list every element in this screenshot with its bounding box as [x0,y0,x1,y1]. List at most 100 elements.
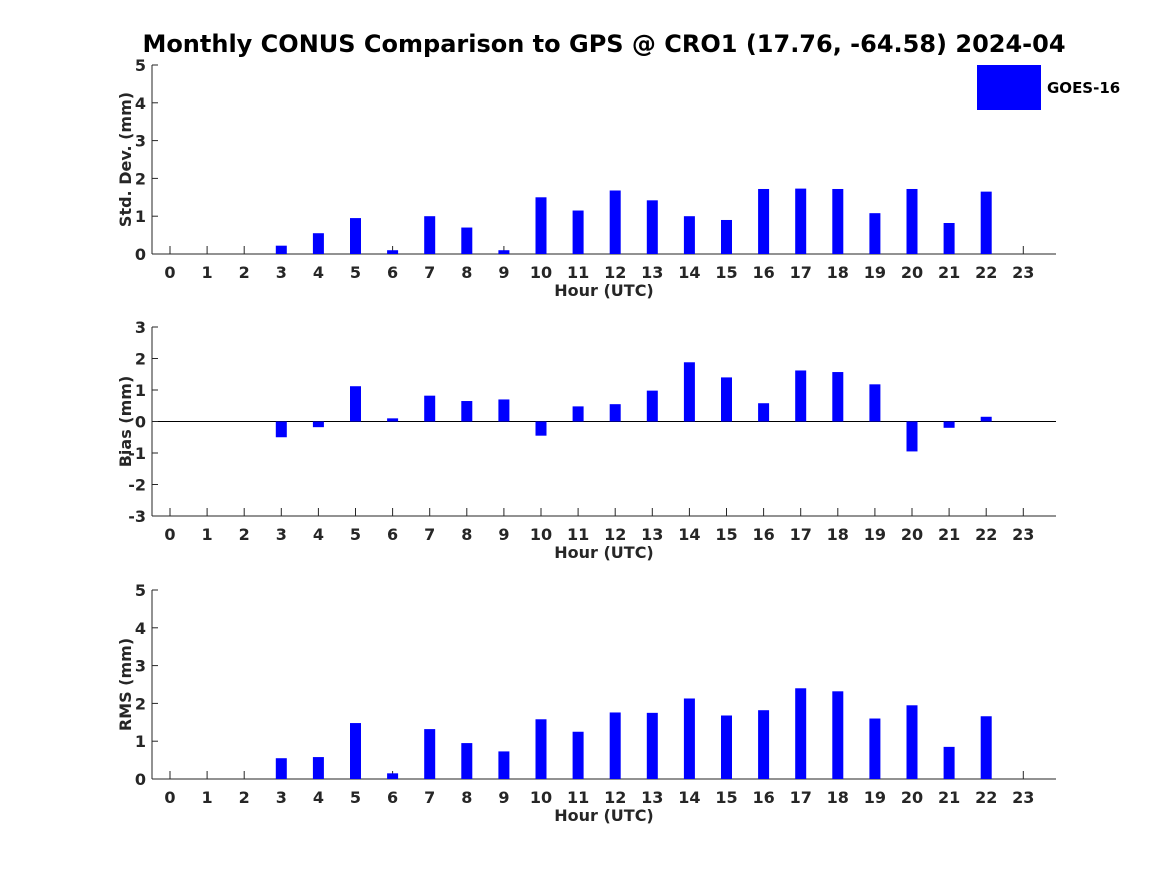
bar-bias-h22 [980,416,992,422]
x-tick-label: 18 [827,525,849,544]
bar-bias-h6 [387,418,399,422]
y-tick-label: 0 [135,770,146,789]
bar-rms-h6 [387,773,399,779]
x-tick-label: 3 [276,525,287,544]
bar-rms-h13 [646,712,658,779]
y-tick-label: 3 [135,132,146,151]
bar-rms-h11 [572,731,584,779]
bar-rms-h9 [498,751,510,779]
bar-rms-h8 [461,743,473,779]
x-tick-label: 21 [938,263,960,282]
x-tick-label: 12 [604,525,626,544]
x-tick-label: 15 [715,525,737,544]
bar-rms-h20 [906,705,918,779]
bar-rms-h22 [980,716,992,779]
x-tick-label: 1 [202,263,213,282]
bar-bias-h20 [906,421,918,452]
x-tick-label: 12 [604,788,626,807]
x-tick-label: 23 [1012,788,1034,807]
bar-bias-h3 [275,421,287,438]
y-tick-label: 2 [135,169,146,188]
bar-bias-h12 [609,404,621,422]
bar-bias-h14 [683,362,695,422]
x-tick-label: 13 [641,263,663,282]
x-tick-label: 5 [350,788,361,807]
x-tick-label: 16 [752,525,774,544]
y-axis-label: Bias (mm) [116,376,135,468]
x-tick-label: 17 [790,788,812,807]
y-tick-label: 1 [135,381,146,400]
x-tick-label: 19 [864,263,886,282]
bar-bias-h17 [795,370,807,422]
x-tick-label: 6 [387,788,398,807]
x-tick-label: 18 [827,788,849,807]
bar-stddev-h7 [424,216,436,254]
bar-bias-h7 [424,395,436,422]
x-tick-label: 9 [498,788,509,807]
y-tick-label: 4 [135,94,146,113]
x-tick-label: 2 [239,788,250,807]
y-tick-label: 4 [135,619,146,638]
x-tick-label: 12 [604,263,626,282]
bar-rms-h16 [758,710,770,779]
x-tick-label: 2 [239,525,250,544]
x-tick-label: 6 [387,263,398,282]
x-tick-label: 7 [424,263,435,282]
x-tick-label: 0 [164,263,175,282]
bar-stddev-h8 [461,227,473,254]
x-tick-label: 13 [641,788,663,807]
x-tick-label: 8 [461,525,472,544]
chart-title: Monthly CONUS Comparison to GPS @ CRO1 (… [142,30,1065,58]
y-axis-label: RMS (mm) [116,638,135,731]
x-tick-label: 1 [202,525,213,544]
y-tick-label: 1 [135,207,146,226]
x-tick-label: 21 [938,525,960,544]
bar-bias-h4 [312,421,324,428]
x-tick-label: 14 [678,788,700,807]
x-tick-label: 11 [567,788,589,807]
x-tick-label: 10 [530,788,552,807]
bar-rms-h21 [943,746,955,779]
x-tick-label: 3 [276,788,287,807]
x-tick-label: 7 [424,788,435,807]
bar-bias-h13 [646,390,658,422]
bar-bias-h8 [461,401,473,422]
x-axis-label: Hour (UTC) [554,806,654,825]
bar-rms-h17 [795,688,807,779]
bar-bias-h16 [758,403,770,422]
x-tick-label: 0 [164,525,175,544]
bar-stddev-h17 [795,188,807,254]
x-axis-label: Hour (UTC) [554,543,654,562]
bar-bias-h21 [943,421,955,428]
bar-rms-h7 [424,729,436,779]
y-tick-label: 0 [135,245,146,264]
y-tick-label: 2 [135,694,146,713]
bar-stddev-h6 [387,250,399,254]
x-tick-label: 20 [901,788,923,807]
bar-stddev-h3 [275,245,287,254]
x-tick-label: 0 [164,788,175,807]
bar-stddev-h9 [498,250,510,254]
y-tick-label: 5 [135,581,146,600]
bar-stddev-h22 [980,191,992,254]
x-tick-label: 19 [864,788,886,807]
x-tick-label: 17 [790,525,812,544]
bar-stddev-h18 [832,188,844,254]
x-tick-label: 13 [641,525,663,544]
x-tick-label: 7 [424,525,435,544]
bar-rms-h5 [350,723,361,779]
bar-rms-h15 [721,715,732,779]
x-tick-label: 1 [202,788,213,807]
bar-stddev-h11 [572,210,584,254]
x-tick-label: 3 [276,263,287,282]
y-tick-label: 5 [135,56,146,75]
x-tick-label: 14 [678,263,700,282]
x-tick-label: 11 [567,263,589,282]
x-tick-label: 10 [530,525,552,544]
bar-stddev-h20 [906,188,918,254]
x-tick-label: 23 [1012,263,1034,282]
bar-rms-h14 [683,698,695,779]
y-tick-label: 0 [135,413,146,432]
bar-bias-h11 [572,406,584,422]
y-tick-label: 3 [135,318,146,337]
